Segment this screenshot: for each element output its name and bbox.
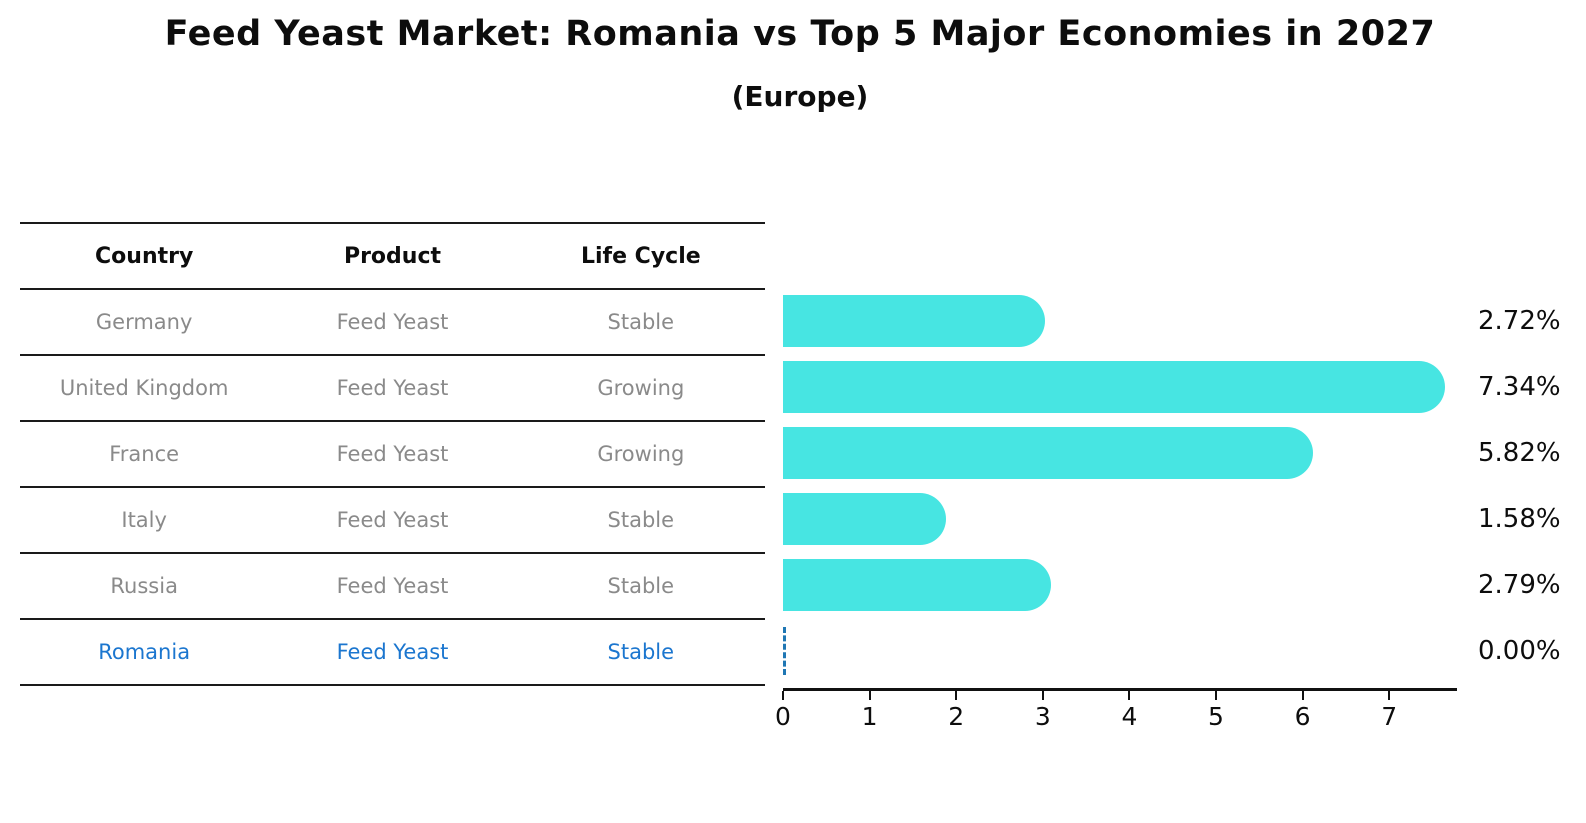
bar-zero-marker (783, 627, 786, 675)
chart-subtitle: (Europe) (731, 80, 869, 113)
value-label-row: 5.82% (1478, 420, 1586, 486)
x-tick-mark (1301, 691, 1304, 700)
column-header-lifecycle: Life Cycle (580, 243, 701, 269)
bar-row-united-kingdom (783, 354, 1457, 420)
bar (783, 295, 1045, 347)
bar-row-romania (783, 618, 1457, 684)
x-tick-mark (1388, 691, 1391, 700)
cell-product: Feed Yeast (336, 376, 449, 400)
x-axis-line (783, 688, 1457, 691)
bar-row-germany (783, 288, 1457, 354)
cell-country: France (109, 442, 180, 466)
cell-country: Italy (121, 508, 167, 532)
value-label: 7.34% (1478, 372, 1561, 402)
value-label-row: 0.00% (1478, 618, 1586, 684)
value-label-row: 2.72% (1478, 288, 1586, 354)
value-label-row: 2.79% (1478, 552, 1586, 618)
value-label-row: 7.34% (1478, 354, 1586, 420)
bar-row-italy (783, 486, 1457, 552)
bar (783, 427, 1313, 479)
table-row-italy: Italy Feed Yeast Stable (20, 488, 765, 554)
x-tick-label: 5 (1208, 702, 1224, 731)
bar-chart-area (783, 288, 1457, 684)
value-labels: 2.72% 7.34% 5.82% 1.58% 2.79% 0.00% (1478, 288, 1586, 684)
bar-row-russia (783, 552, 1457, 618)
table-row-romania: Romania Feed Yeast Stable (20, 620, 765, 686)
value-label: 5.82% (1478, 438, 1561, 468)
cell-product: Feed Yeast (336, 640, 449, 664)
cell-product: Feed Yeast (336, 442, 449, 466)
value-label: 0.00% (1478, 636, 1561, 666)
x-tick-label: 3 (1034, 702, 1051, 731)
x-tick-mark (1041, 691, 1044, 700)
x-tick-mark (782, 691, 784, 700)
bar (783, 493, 946, 545)
x-tick-mark (1128, 691, 1131, 700)
cell-country: Russia (110, 574, 178, 598)
table-row-germany: Germany Feed Yeast Stable (20, 290, 765, 356)
column-header-country: Country (95, 243, 194, 269)
cell-lifecycle: Stable (607, 508, 675, 532)
x-tick-mark (868, 691, 871, 700)
cell-product: Feed Yeast (336, 508, 449, 532)
column-header-product: Product (343, 243, 442, 269)
x-tick-label: 1 (861, 702, 878, 731)
x-tick-mark (1215, 691, 1217, 700)
cell-lifecycle: Stable (607, 640, 675, 664)
cell-lifecycle: Stable (607, 310, 675, 334)
cell-country: United Kingdom (59, 376, 229, 400)
cell-lifecycle: Growing (597, 376, 685, 400)
x-tick-label: 2 (948, 702, 965, 731)
cell-product: Feed Yeast (336, 310, 449, 334)
x-tick-mark (955, 691, 958, 700)
cell-lifecycle: Stable (607, 574, 675, 598)
bar (783, 361, 1445, 413)
cell-lifecycle: Growing (597, 442, 685, 466)
x-tick-label: 4 (1121, 702, 1138, 731)
cell-country: Romania (98, 640, 191, 664)
x-tick-label: 7 (1381, 702, 1398, 731)
cell-product: Feed Yeast (336, 574, 449, 598)
table-header-row: Country Product Life Cycle (20, 224, 765, 290)
bar (783, 559, 1051, 611)
data-table: Country Product Life Cycle Germany Feed … (20, 222, 765, 686)
x-tick-label: 6 (1294, 702, 1311, 731)
table-row-france: France Feed Yeast Growing (20, 422, 765, 488)
value-label: 1.58% (1478, 504, 1561, 534)
x-tick-label: 0 (775, 702, 791, 731)
table-row-russia: Russia Feed Yeast Stable (20, 554, 765, 620)
table-row-united-kingdom: United Kingdom Feed Yeast Growing (20, 356, 765, 422)
value-label-row: 1.58% (1478, 486, 1586, 552)
value-label: 2.79% (1478, 570, 1561, 600)
chart-title: Feed Yeast Market: Romania vs Top 5 Majo… (164, 14, 1436, 54)
bar-row-france (783, 420, 1457, 486)
cell-country: Germany (95, 310, 193, 334)
value-label: 2.72% (1478, 306, 1561, 336)
x-axis: 0 1 2 3 4 5 6 7 (775, 688, 1457, 748)
